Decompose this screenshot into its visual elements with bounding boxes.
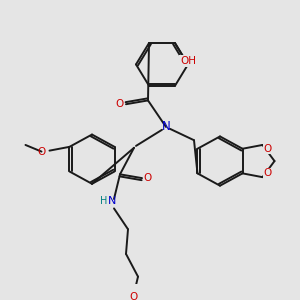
Text: O: O [129, 292, 137, 300]
Text: O: O [116, 99, 124, 109]
Text: O: O [263, 168, 272, 178]
Text: N: N [108, 196, 116, 206]
Text: OH: OH [180, 56, 196, 66]
Text: O: O [144, 173, 152, 183]
Text: H: H [100, 196, 108, 206]
Text: O: O [263, 144, 272, 154]
Text: O: O [38, 147, 46, 157]
Text: N: N [162, 121, 170, 134]
